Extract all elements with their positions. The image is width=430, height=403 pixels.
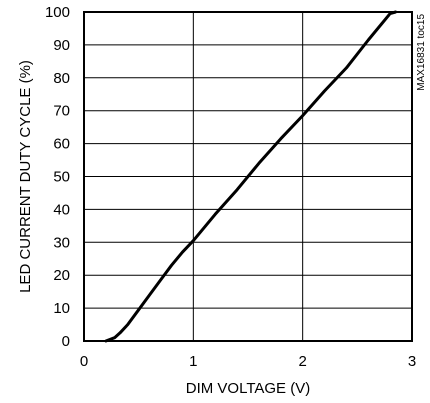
- y-tick-label: 60: [53, 136, 70, 153]
- series-group: [104, 10, 398, 343]
- y-tick-label: 0: [62, 333, 70, 350]
- x-tick-label: 2: [298, 353, 306, 370]
- x-tick-label: 3: [408, 353, 416, 370]
- y-tick-label: 30: [53, 234, 70, 251]
- y-tick-label: 80: [53, 70, 70, 87]
- y-tick-label: 90: [53, 37, 70, 54]
- chart-id-label: MAX16831 toc15: [416, 14, 427, 91]
- y-tick-label: 50: [53, 169, 70, 186]
- y-tick-label: 10: [53, 300, 70, 317]
- y-tick-label: 20: [53, 267, 70, 284]
- x-tick-label: 0: [80, 353, 88, 370]
- x-tick-label: 1: [189, 353, 197, 370]
- y-tick-label: 70: [53, 103, 70, 120]
- y-tick-labels: 0 10 20 30 40 50 60 70 80 90 100: [45, 4, 70, 350]
- x-tick-labels: 0 1 2 3: [80, 353, 416, 370]
- series-line-0: [104, 10, 398, 343]
- x-axis-title: DIM VOLTAGE (V): [186, 380, 310, 397]
- y-tick-label: 40: [53, 201, 70, 218]
- plot-frame: [83, 11, 413, 342]
- y-tick-label: 100: [45, 4, 70, 21]
- y-axis-title: LED CURRENT DUTY CYCLE (%): [17, 60, 34, 293]
